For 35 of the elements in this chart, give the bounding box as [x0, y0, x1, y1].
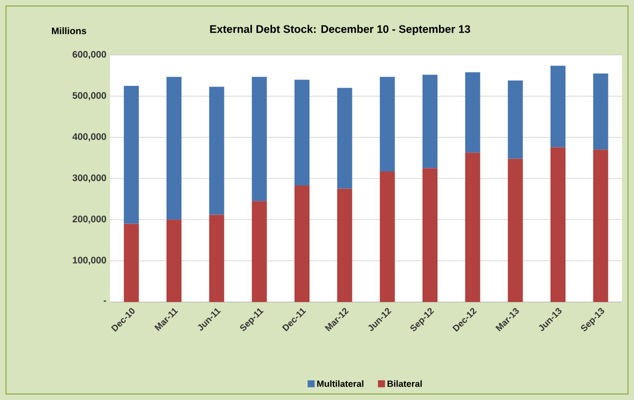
bar [294, 185, 310, 302]
bar [209, 214, 224, 302]
bar [422, 74, 438, 168]
bar [252, 76, 267, 202]
y-axis-title: Millions [52, 27, 86, 34]
y-tick-label: 300,000 [72, 174, 106, 183]
legend-label: Bilateral [388, 380, 422, 387]
bar [337, 188, 352, 302]
bar [550, 147, 566, 302]
bar [508, 80, 523, 159]
y-tick-label: - [104, 300, 106, 302]
y-tick-label: 400,000 [72, 133, 106, 142]
bar [294, 80, 310, 186]
chart-title: External Debt Stock: December 10 - September 13 [210, 24, 470, 36]
legend-label: Multilateral [317, 380, 364, 387]
y-tick-label: 600,000 [72, 50, 106, 60]
bar [124, 224, 139, 302]
bar [380, 172, 395, 302]
y-tick-label: 500,000 [72, 92, 106, 100]
bar [422, 168, 438, 302]
bar [508, 158, 523, 302]
bar [465, 72, 480, 153]
y-tick-label: 200,000 [72, 216, 106, 224]
bar [252, 201, 267, 302]
bar [124, 86, 139, 224]
y-tick-label: 100,000 [72, 256, 106, 265]
bar [337, 88, 352, 189]
bar [550, 66, 566, 148]
bar [166, 220, 182, 302]
bar [209, 86, 224, 215]
bar [166, 76, 182, 220]
bar [593, 74, 608, 150]
bar [380, 76, 395, 172]
bar [593, 150, 608, 302]
bar [465, 152, 480, 302]
